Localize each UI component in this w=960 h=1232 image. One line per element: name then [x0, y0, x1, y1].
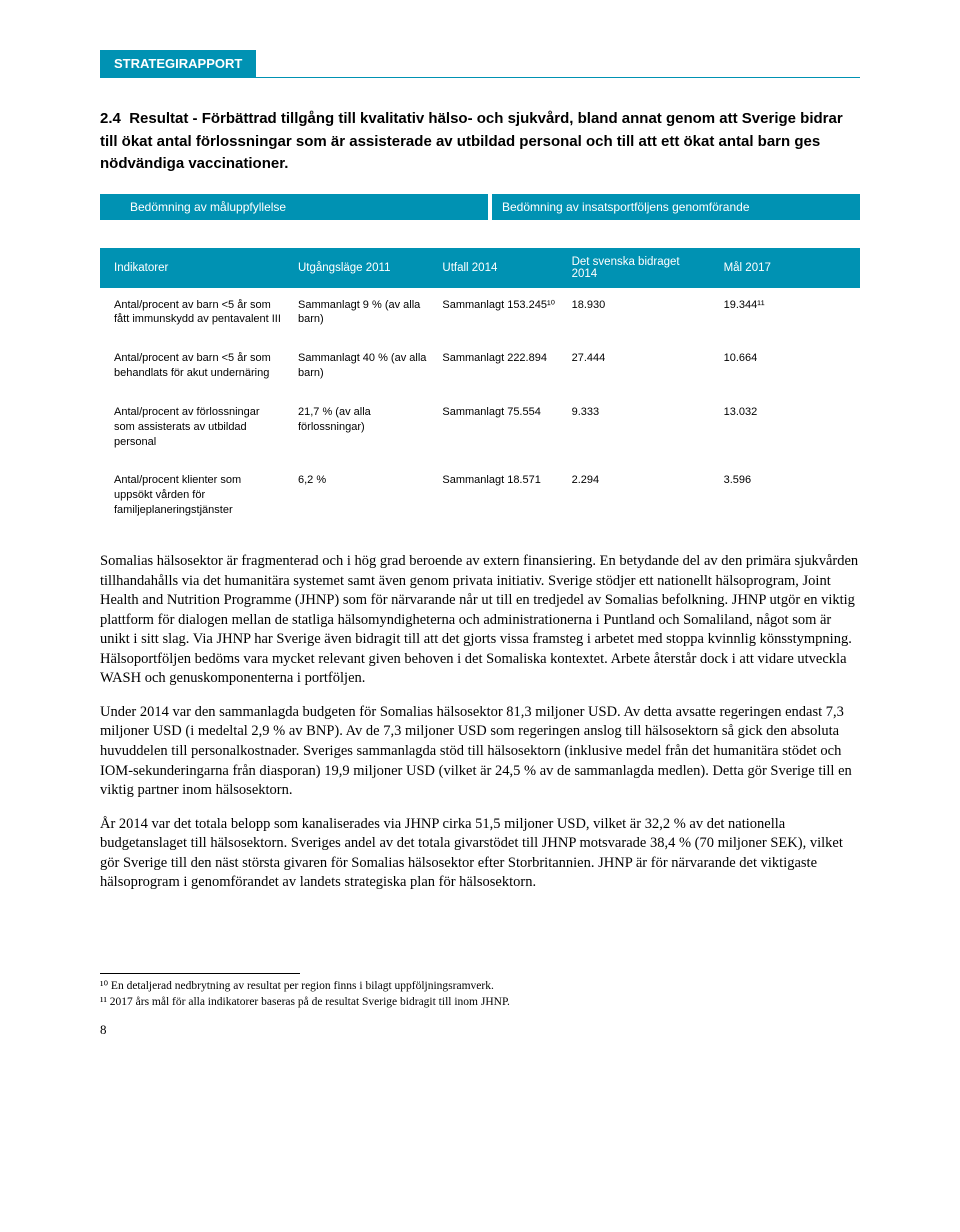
col-header-swedish: Det svenska bidraget 2014 [564, 248, 716, 288]
cell-swedish: 2.294 [564, 463, 716, 532]
cell-outcome: Sammanlagt 153.245¹⁰ [434, 288, 563, 342]
cell-swedish: 18.930 [564, 288, 716, 342]
cell-indicator: Antal/procent av barn <5 år som fått imm… [100, 288, 290, 342]
col-header-baseline: Utgångsläge 2011 [290, 248, 434, 288]
cell-indicator: Antal/procent av barn <5 år som behandla… [100, 341, 290, 395]
col-header-goal: Mål 2017 [716, 248, 860, 288]
cell-swedish: 9.333 [564, 395, 716, 464]
table-row: Antal/procent av förlossningar som assis… [100, 395, 860, 464]
table-row: Antal/procent klienter som uppsökt vårde… [100, 463, 860, 532]
cell-goal: 10.664 [716, 341, 860, 395]
cell-baseline: Sammanlagt 40 % (av alla barn) [290, 341, 434, 395]
assessment-row: Bedömning av måluppfyllelse Bedömning av… [100, 194, 860, 220]
footnote-11: ¹¹ 2017 års mål för alla indikatorer bas… [100, 994, 860, 1010]
col-header-indicator: Indikatorer [100, 248, 290, 288]
footnote-10: ¹⁰ En detaljerad nedbrytning av resultat… [100, 978, 860, 994]
cell-baseline: 21,7 % (av alla förlossningar) [290, 395, 434, 464]
cell-swedish: 27.444 [564, 341, 716, 395]
cell-outcome: Sammanlagt 222.894 [434, 341, 563, 395]
section-title: 2.4 Resultat - Förbättrad tillgång till … [100, 108, 860, 176]
cell-goal: 13.032 [716, 395, 860, 464]
page-number: 8 [100, 1022, 860, 1038]
section-number: 2.4 [100, 110, 121, 127]
cell-indicator: Antal/procent klienter som uppsökt vårde… [100, 463, 290, 532]
body-text: Somalias hälsosektor är fragmenterad och… [100, 552, 860, 893]
cell-goal: 3.596 [716, 463, 860, 532]
paragraph-3: År 2014 var det totala belopp som kanali… [100, 815, 860, 893]
table-row: Antal/procent av barn <5 år som fått imm… [100, 288, 860, 342]
assessment-spacer [100, 194, 120, 220]
cell-baseline: 6,2 % [290, 463, 434, 532]
table-header-row: Indikatorer Utgångsläge 2011 Utfall 2014… [100, 248, 860, 288]
cell-outcome: Sammanlagt 18.571 [434, 463, 563, 532]
cell-outcome: Sammanlagt 75.554 [434, 395, 563, 464]
cell-indicator: Antal/procent av förlossningar som assis… [100, 395, 290, 464]
indicators-table: Indikatorer Utgångsläge 2011 Utfall 2014… [100, 248, 860, 532]
cell-baseline: Sammanlagt 9 % (av alla barn) [290, 288, 434, 342]
page-container: STRATEGIRAPPORT 2.4 Resultat - Förbättra… [0, 0, 960, 1078]
paragraph-1: Somalias hälsosektor är fragmenterad och… [100, 552, 860, 689]
section-heading-text: Resultat - Förbättrad tillgång till kval… [100, 110, 843, 172]
paragraph-2: Under 2014 var den sammanlagda budgeten … [100, 703, 860, 801]
footnotes: ¹⁰ En detaljerad nedbrytning av resultat… [100, 978, 860, 1010]
assessment-right: Bedömning av insatsportföljens genomföra… [492, 194, 860, 220]
cell-goal: 19.344¹¹ [716, 288, 860, 342]
header-underline [100, 77, 860, 78]
assessment-left: Bedömning av måluppfyllelse [120, 194, 488, 220]
col-header-outcome: Utfall 2014 [434, 248, 563, 288]
report-header-label: STRATEGIRAPPORT [100, 50, 256, 77]
table-row: Antal/procent av barn <5 år som behandla… [100, 341, 860, 395]
